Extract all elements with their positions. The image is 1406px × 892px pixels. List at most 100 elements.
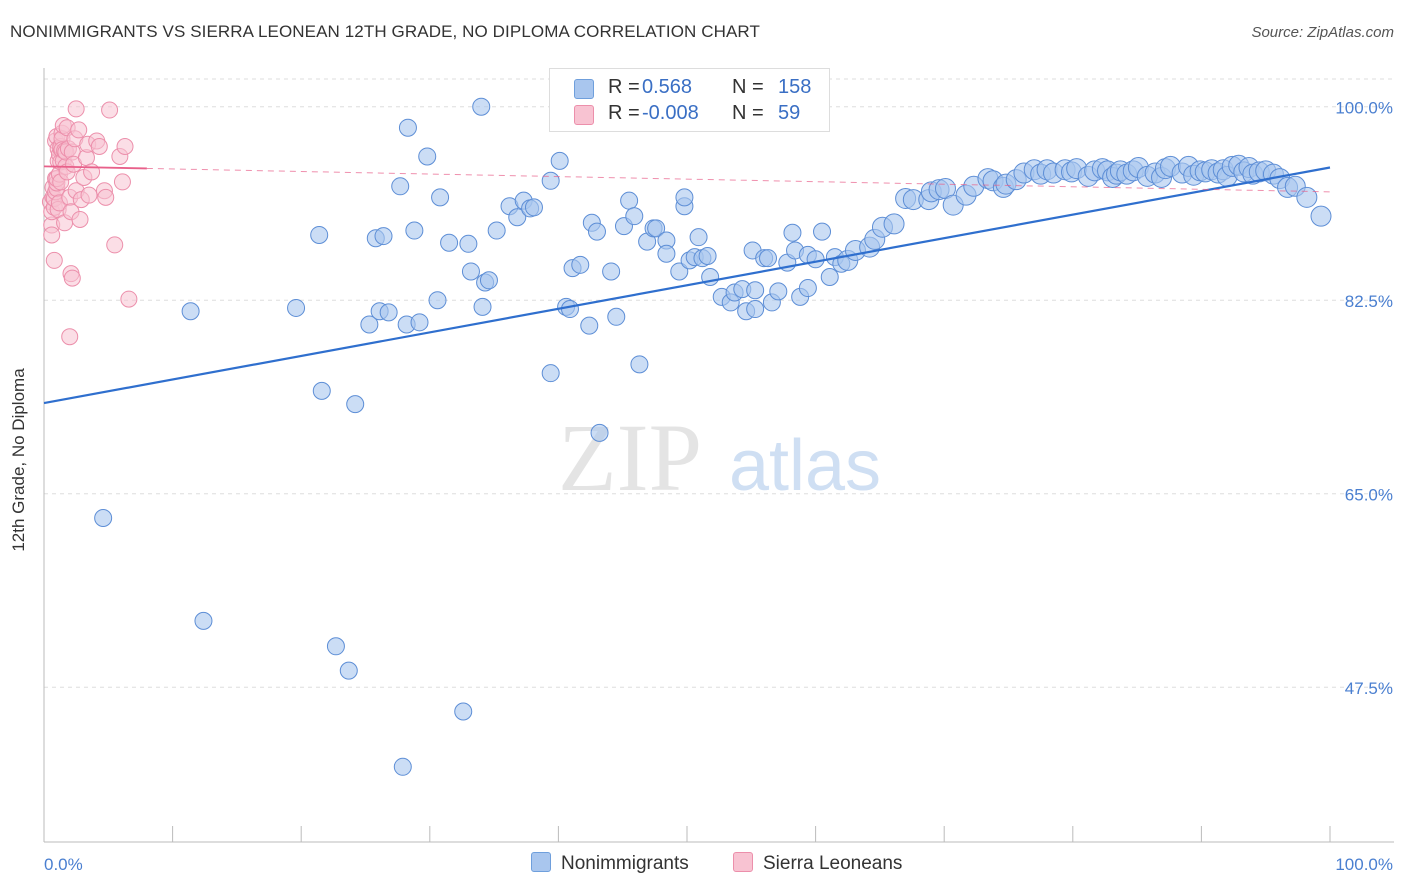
sierra-leoneans-point xyxy=(120,290,138,308)
nonimmigrants-point xyxy=(339,661,358,680)
nonimmigrants-point xyxy=(181,302,200,321)
nonimmigrants-point xyxy=(783,223,802,242)
nonimmigrants-point xyxy=(428,291,447,310)
nonimmigrants-point xyxy=(398,118,417,137)
nonimmigrants-point xyxy=(670,262,689,281)
nonimmigrants-point xyxy=(393,757,412,776)
sierra-leoneans-point xyxy=(43,226,61,244)
y-tick-label: 82.5% xyxy=(1345,292,1393,311)
nonimmigrants-point xyxy=(405,221,424,240)
source-label: Source: ZipAtlas.com xyxy=(1251,24,1394,41)
nonimmigrants-point xyxy=(374,227,393,246)
nonimmigrants-point xyxy=(620,191,639,210)
sierra-leoneans-point xyxy=(80,186,98,204)
legend-n-label: N = xyxy=(732,102,764,124)
y-tick-label: 100.0% xyxy=(1335,99,1393,118)
legend-r-value: 0.568 xyxy=(642,76,693,98)
sierra-leoneans-point xyxy=(67,100,85,118)
nonimmigrants-point xyxy=(550,151,569,170)
sierra-leoneans-point xyxy=(116,138,134,156)
sierra-leoneans-point xyxy=(101,101,119,119)
nonimmigrants-point xyxy=(454,702,473,721)
x-tick-label: 0.0% xyxy=(44,855,83,874)
nonimmigrants-point xyxy=(479,271,498,290)
bottom-legend-label: Nonimmigrants xyxy=(561,853,689,874)
sierra-leoneans-trend-line xyxy=(43,165,147,170)
nonimmigrants-point xyxy=(746,281,765,300)
trend-lines xyxy=(43,165,1331,405)
legend-swatch-pink xyxy=(574,105,594,125)
nonimmigrants-point xyxy=(287,298,306,317)
y-tick-label: 47.5% xyxy=(1345,679,1393,698)
nonimmigrants-point xyxy=(630,355,649,374)
sierra-leoneans-point xyxy=(90,138,108,156)
nonimmigrants-point xyxy=(418,147,437,166)
bottom-legend-nonimmigrants: Nonimmigrants xyxy=(531,852,689,875)
nonimmigrants-point xyxy=(1310,205,1332,227)
nonimmigrants-trend-line xyxy=(43,166,1331,405)
nonimmigrants-point xyxy=(590,423,609,442)
sierra-leoneans-point xyxy=(106,236,124,254)
nonimmigrants-point xyxy=(312,381,331,400)
nonimmigrants-point xyxy=(541,171,560,190)
nonimmigrants-point xyxy=(524,198,543,217)
sierra-leoneans-point xyxy=(113,173,131,191)
nonimmigrants-point xyxy=(689,228,708,247)
tick-labels: 100.0% 82.5% 65.0% 47.5% 0.0% 100.0% xyxy=(44,99,1393,874)
nonimmigrants-point xyxy=(1296,186,1318,208)
nonimmigrants-point xyxy=(798,279,817,298)
legend-n-value: 59 xyxy=(778,102,801,124)
chart-title: NONIMMIGRANTS VS SIERRA LEONEAN 12TH GRA… xyxy=(10,22,760,41)
nonimmigrants-point xyxy=(326,637,345,656)
sierra-leoneans-point xyxy=(70,121,88,139)
watermark: ZIP atlas xyxy=(558,404,881,511)
nonimmigrants-point xyxy=(580,316,599,335)
nonimmigrants-point xyxy=(391,177,410,196)
bottom-legend-swatch-pink xyxy=(733,852,753,872)
sierra-leoneans-point xyxy=(61,328,79,346)
nonimmigrants-point xyxy=(94,509,113,528)
watermark-zip: ZIP xyxy=(558,404,702,511)
nonimmigrants-point xyxy=(194,611,213,630)
sierra-leoneans-point xyxy=(45,251,63,269)
correlation-legend: R = 0.568 N = 158 R = -0.008 N = 59 xyxy=(549,68,830,132)
nonimmigrants-point xyxy=(571,255,590,274)
sierra-leoneans-point xyxy=(71,210,89,228)
nonimmigrants-point xyxy=(759,249,778,268)
nonimmigrants-point xyxy=(472,97,491,116)
nonimmigrants-point xyxy=(647,219,666,238)
nonimmigrants-point xyxy=(459,234,478,253)
nonimmigrants-point xyxy=(473,297,492,316)
nonimmigrants-point xyxy=(560,300,579,319)
watermark-atlas: atlas xyxy=(729,426,881,506)
legend-r-label: R = xyxy=(608,102,640,124)
nonimmigrants-point xyxy=(431,188,450,207)
sierra-leoneans-point xyxy=(63,269,81,287)
nonimmigrants-point xyxy=(769,282,788,301)
nonimmigrants-point xyxy=(820,267,839,286)
nonimmigrants-point xyxy=(698,246,717,265)
nonimmigrants-points xyxy=(94,97,1332,776)
nonimmigrants-point xyxy=(508,208,527,227)
nonimmigrants-point xyxy=(602,262,621,281)
legend-row-sierra-leoneans: R = -0.008 N = 59 xyxy=(550,101,829,127)
sierra-leoneans-point xyxy=(83,163,101,181)
x-tick-label: 100.0% xyxy=(1335,855,1393,874)
y-tick-label: 65.0% xyxy=(1345,486,1393,505)
nonimmigrants-point xyxy=(310,225,329,244)
nonimmigrants-point xyxy=(360,315,379,334)
y-axis-label: 12th Grade, No Diploma xyxy=(9,368,28,552)
nonimmigrants-point xyxy=(541,364,560,383)
nonimmigrants-point xyxy=(487,221,506,240)
nonimmigrants-point xyxy=(440,233,459,252)
nonimmigrants-point xyxy=(587,222,606,241)
bottom-legend-sierra-leoneans: Sierra Leoneans xyxy=(733,852,902,875)
bottom-legend-label: Sierra Leoneans xyxy=(763,853,903,874)
legend-swatch-blue xyxy=(574,79,594,99)
sierra-leoneans-point xyxy=(97,188,115,206)
legend-r-label: R = xyxy=(608,76,640,98)
nonimmigrants-point xyxy=(379,303,398,322)
nonimmigrants-point xyxy=(675,188,694,207)
nonimmigrants-point xyxy=(806,250,825,269)
